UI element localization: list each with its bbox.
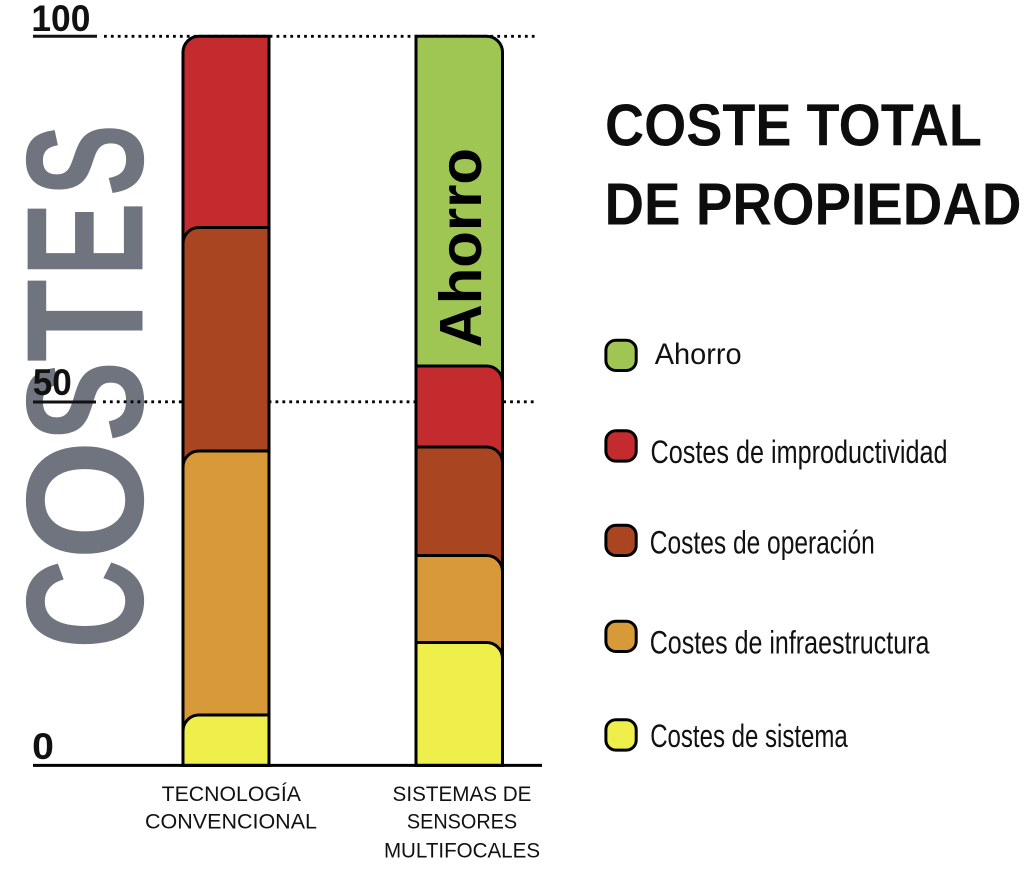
svg-text:TECNOLOGÍA: TECNOLOGÍA xyxy=(162,783,301,806)
svg-text:Costes de operación: Costes de operación xyxy=(650,525,875,561)
svg-text:S: S xyxy=(0,124,179,196)
svg-text:C: C xyxy=(0,559,179,649)
svg-text:0: 0 xyxy=(32,726,54,767)
svg-text:T: T xyxy=(0,279,179,362)
svg-text:100: 100 xyxy=(31,0,90,39)
svg-text:Costes de sistema: Costes de sistema xyxy=(650,718,848,754)
svg-text:DE PROPIEDAD: DE PROPIEDAD xyxy=(605,172,1022,238)
svg-text:MULTIFOCALES: MULTIFOCALES xyxy=(384,839,540,862)
svg-text:SENSORES: SENSORES xyxy=(407,811,517,834)
svg-text:SISTEMAS DE: SISTEMAS DE xyxy=(393,783,532,806)
svg-text:50: 50 xyxy=(33,362,72,403)
svg-text:E: E xyxy=(0,202,179,277)
svg-text:Ahorro: Ahorro xyxy=(655,338,742,371)
svg-text:COSTE TOTAL: COSTE TOTAL xyxy=(605,93,982,159)
svg-text:Costes de improductividad: Costes de improductividad xyxy=(651,434,948,470)
svg-text:O: O xyxy=(0,440,179,560)
svg-text:Costes de infraestructura: Costes de infraestructura xyxy=(650,624,930,660)
svg-text:CONVENCIONAL: CONVENCIONAL xyxy=(145,811,317,834)
svg-text:Ahorro: Ahorro xyxy=(428,148,494,348)
